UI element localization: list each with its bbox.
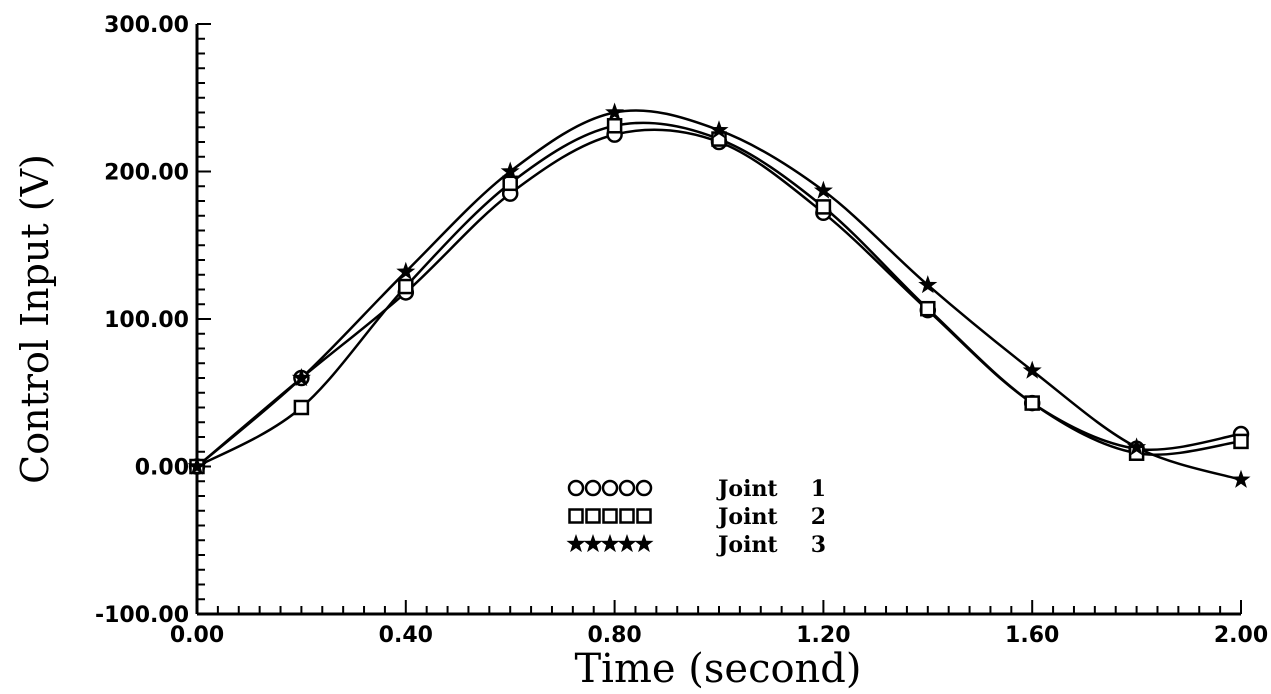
data-point-joint-3 [1127, 437, 1147, 456]
data-point-joint-3 [605, 102, 625, 121]
data-point-joint-3 [1022, 360, 1042, 379]
legend-symbol-joint-3 [583, 534, 603, 553]
legend-label: Joint [716, 504, 778, 530]
data-point-joint-2 [398, 278, 414, 295]
data-point-joint-3 [291, 368, 311, 387]
data-point-joint-2 [815, 199, 832, 215]
data-point-joint-3 [500, 161, 520, 180]
minor-ticks [196, 23, 1242, 615]
series-lines [196, 109, 1242, 481]
legend-symbol-joint-1 [601, 479, 619, 497]
y-tick-label: -100.00 [95, 603, 189, 628]
x-tick-label: 0.80 [587, 623, 641, 648]
legend-symbol-joint-1 [567, 479, 585, 497]
x-tick-label: 1.20 [796, 623, 850, 648]
x-tick-labels: 0.00 0.40 0.80 1.20 1.60 2.00 [170, 623, 1268, 648]
legend-number: 3 [811, 532, 826, 558]
x-axis-title: Time (second) [574, 646, 861, 692]
y-tick-labels: -100.00 0.00 100.00 200.00 300.00 [95, 13, 189, 628]
x-tick-label: 0.40 [379, 623, 433, 648]
legend-number: 1 [811, 476, 826, 502]
legend-symbol-joint-3 [634, 534, 654, 553]
series-line-joint-2 [196, 121, 1242, 468]
legend-label: Joint [716, 532, 778, 558]
y-tick-label: 0.00 [135, 456, 189, 481]
series-line-joint-1 [196, 128, 1242, 468]
data-point-joint-2 [293, 399, 310, 416]
legend-symbol-joint-2 [636, 508, 652, 524]
data-point-joint-2 [606, 118, 623, 134]
data-point-joint-3 [813, 180, 833, 199]
legend-symbol-joint-2 [602, 508, 618, 524]
y-tick-label: 100.00 [104, 308, 189, 333]
data-point-joint-3 [187, 456, 207, 475]
data-point-joint-3 [1231, 469, 1251, 488]
y-axis-title: Control Input (V) [13, 154, 57, 484]
series-line-joint-3 [196, 109, 1242, 481]
series-markers [187, 102, 1251, 488]
data-point-joint-2 [1233, 433, 1249, 450]
data-point-joint-3 [918, 275, 938, 294]
legend-number: 2 [811, 504, 826, 530]
x-tick-label: 2.00 [1214, 623, 1268, 648]
data-point-joint-2 [1024, 395, 1040, 411]
legend-symbol-joint-2 [619, 508, 635, 524]
data-point-joint-2 [502, 175, 518, 192]
legend-symbol-joint-1 [635, 479, 653, 497]
data-point-joint-2 [920, 300, 936, 317]
data-point-joint-3 [709, 120, 729, 139]
x-tick-label: 0.00 [170, 623, 224, 648]
y-tick-label: 200.00 [104, 161, 189, 186]
legend-symbol-joint-2 [568, 508, 584, 524]
legend: Joint 1 Joint 2 Joint 3 [566, 476, 826, 558]
data-point-joint-3 [396, 261, 416, 280]
y-tick-label: 300.00 [104, 13, 189, 38]
legend-symbol-joint-3 [617, 534, 637, 553]
legend-label: Joint [716, 476, 778, 502]
legend-symbol-joint-3 [566, 534, 586, 553]
legend-symbol-joint-1 [584, 479, 602, 497]
legend-symbol-joint-3 [600, 534, 620, 553]
legend-symbol-joint-2 [585, 508, 601, 524]
legend-symbol-joint-1 [618, 479, 636, 497]
x-tick-label: 1.60 [1005, 623, 1059, 648]
